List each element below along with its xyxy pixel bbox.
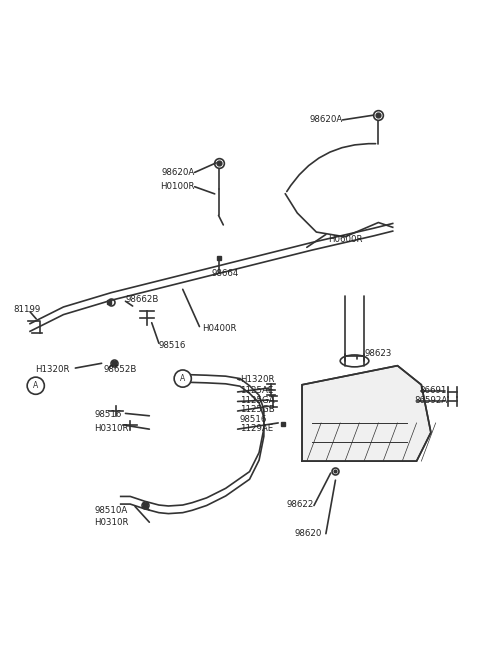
- Text: 81199: 81199: [13, 305, 41, 314]
- Text: 1129AE: 1129AE: [240, 424, 273, 433]
- Text: H0400R: H0400R: [202, 324, 236, 333]
- Text: 86691: 86691: [419, 386, 446, 395]
- Text: 98664: 98664: [211, 269, 239, 278]
- Text: 1125AE: 1125AE: [240, 386, 274, 395]
- Polygon shape: [302, 365, 431, 461]
- Text: A: A: [33, 381, 38, 390]
- Text: 98516: 98516: [159, 341, 186, 350]
- Text: 98622: 98622: [287, 500, 314, 508]
- Text: H0310R: H0310R: [95, 517, 129, 527]
- Text: 1125GB: 1125GB: [240, 405, 275, 414]
- Text: 98510A: 98510A: [95, 506, 128, 515]
- Text: 86592A: 86592A: [415, 396, 448, 405]
- Text: 98516: 98516: [95, 410, 122, 419]
- Text: 1125GA: 1125GA: [240, 396, 275, 405]
- Text: H1320R: H1320R: [35, 365, 69, 373]
- Text: H0310R: H0310R: [95, 424, 129, 433]
- Text: 98652B: 98652B: [104, 365, 137, 373]
- Text: H0100R: H0100R: [160, 182, 195, 191]
- Text: 98620A: 98620A: [309, 115, 343, 124]
- Text: 98620: 98620: [295, 529, 322, 538]
- Text: 98662B: 98662B: [125, 295, 159, 305]
- Text: H1320R: H1320R: [240, 375, 275, 384]
- Text: H0600R: H0600R: [328, 234, 363, 244]
- Text: 98623: 98623: [364, 349, 392, 358]
- Text: A: A: [180, 374, 185, 383]
- Text: 98516: 98516: [240, 415, 267, 424]
- Text: 98620A: 98620A: [161, 168, 195, 177]
